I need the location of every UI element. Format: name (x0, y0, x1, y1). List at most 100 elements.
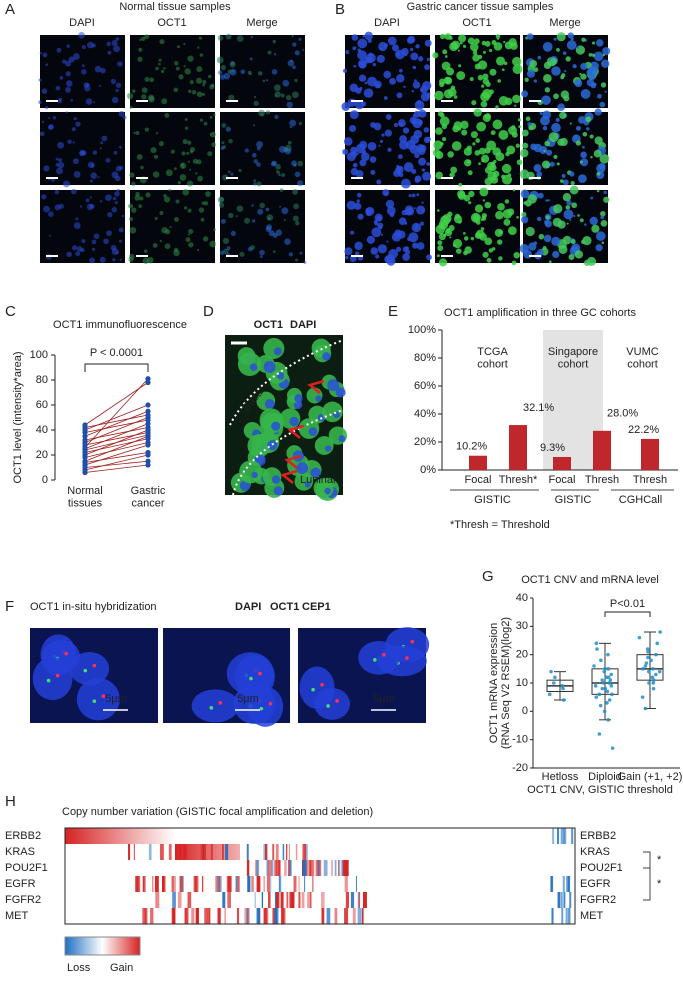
cell (472, 142, 476, 146)
cell (521, 90, 529, 98)
color-legend (64, 936, 141, 956)
cell (552, 217, 562, 227)
heatmap-stripe (256, 860, 260, 876)
cell (440, 141, 444, 146)
cell (87, 41, 94, 49)
cell (59, 75, 64, 80)
group-label: GISTIC (474, 494, 511, 506)
heatmap-stripe (562, 876, 565, 892)
heatmap-stripe (350, 892, 355, 908)
cell (273, 53, 277, 56)
cell (140, 36, 146, 42)
micrograph (435, 187, 520, 267)
heatmap-stripe (222, 844, 224, 860)
cell (563, 209, 574, 220)
row-label: ERBB2 (580, 830, 616, 842)
point (609, 672, 613, 677)
group-label: CGHCall (619, 494, 662, 506)
cell (58, 203, 64, 209)
micrograph (129, 112, 217, 187)
cell (514, 104, 517, 107)
cell (396, 74, 405, 83)
cell (439, 33, 446, 40)
cell (451, 141, 462, 151)
significance: * (657, 854, 662, 866)
micrograph (342, 109, 432, 189)
cell (411, 90, 414, 93)
cell (600, 210, 606, 217)
cell (89, 257, 96, 264)
cell (553, 204, 563, 214)
heatmap-stripe (204, 908, 208, 924)
value-label: 10.2% (456, 441, 487, 453)
value-label: 28.0% (607, 408, 638, 420)
cell (553, 93, 559, 100)
cell (262, 79, 266, 83)
panel-title: Copy number variation (GISTIC focal ampl… (62, 806, 373, 818)
cell (38, 78, 42, 82)
y-tick-label: 60 (36, 399, 48, 411)
legend-label: Loss (67, 962, 91, 974)
cell (250, 35, 253, 39)
cell (414, 79, 417, 83)
cell (584, 223, 587, 226)
cell (111, 40, 118, 47)
cell (150, 147, 157, 154)
cell (418, 157, 427, 166)
cell (287, 140, 292, 145)
heatmap-stripe (331, 860, 333, 876)
cell (141, 87, 148, 94)
cell (469, 42, 479, 52)
cell (404, 246, 410, 251)
cell (217, 35, 224, 41)
cell (452, 238, 463, 249)
heatmap-stripe (275, 908, 277, 924)
cell (462, 44, 467, 48)
cell (418, 56, 424, 62)
cell (512, 189, 516, 192)
significance-bracket (604, 611, 651, 617)
cell (542, 125, 548, 131)
point (594, 641, 599, 646)
cell (473, 38, 480, 45)
cell (195, 77, 203, 84)
cell (394, 236, 398, 240)
heatmap-stripe (225, 844, 229, 860)
point (82, 444, 88, 451)
cell (596, 189, 600, 193)
pair-line (84, 444, 149, 466)
cell (460, 120, 469, 130)
cell (373, 219, 378, 224)
cell (537, 216, 542, 222)
point (654, 652, 658, 657)
cell (463, 236, 469, 241)
heatmap-stripe (275, 844, 279, 860)
cell (603, 196, 610, 203)
point (650, 675, 655, 680)
heatmap-stripe (227, 892, 231, 908)
x-tick-label: Thresh (585, 474, 619, 486)
cell (86, 82, 90, 87)
cell (101, 135, 108, 142)
cell (495, 210, 504, 220)
cell (559, 137, 568, 147)
heatmap-stripe (208, 908, 211, 924)
cell (282, 79, 290, 87)
nucleus (271, 475, 281, 484)
cell (385, 199, 395, 209)
heatmap-stripe (246, 844, 249, 860)
probe (268, 701, 273, 706)
row-label: EGFR (580, 878, 611, 890)
point (145, 417, 151, 423)
cell (486, 257, 492, 263)
cell (565, 56, 571, 62)
cell (512, 64, 523, 75)
cell (221, 141, 225, 145)
heatmap-stripe (202, 844, 206, 860)
bracket (643, 851, 651, 869)
cell (115, 175, 121, 182)
cell (474, 150, 481, 156)
cell (537, 55, 542, 60)
nucleus (327, 379, 340, 392)
cell (345, 255, 349, 260)
